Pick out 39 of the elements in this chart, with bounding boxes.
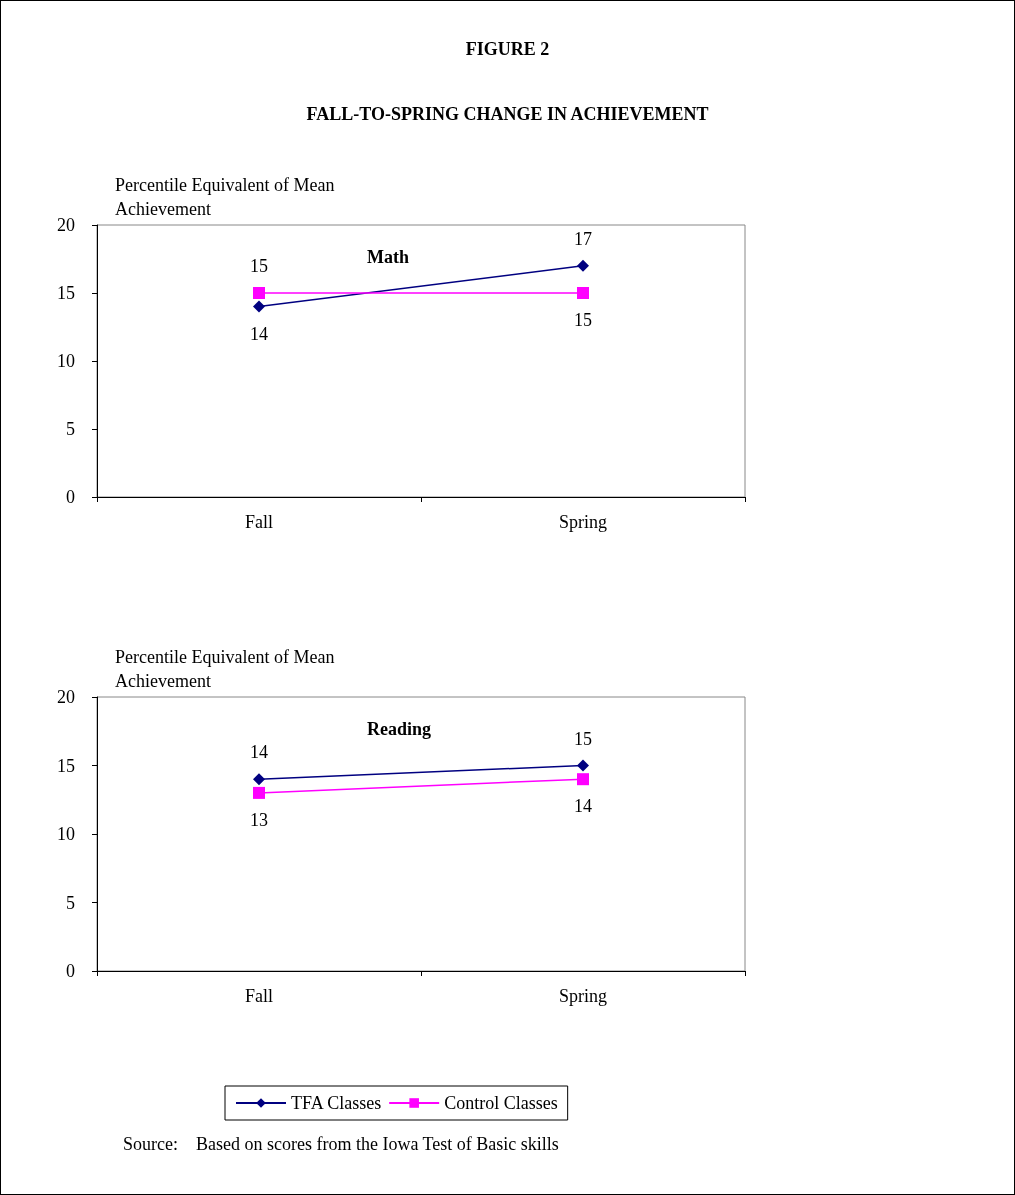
- point: [577, 259, 589, 272]
- text: Reading: [367, 719, 432, 739]
- point: [253, 786, 265, 799]
- y-axis-title: Percentile Equivalent of Mean Achievement: [115, 647, 339, 691]
- data-label: 14: [574, 796, 592, 817]
- x-tick-label: Fall: [244, 986, 274, 1006]
- y-tick-label: 5: [66, 892, 75, 913]
- x-tick-label: Fall: [244, 512, 274, 532]
- point: [577, 759, 589, 772]
- point: [253, 287, 265, 299]
- caption: FIGURE 2: [465, 39, 550, 59]
- source-note: Source: Based on scores from the Iowa Test of Basic skills: [123, 1134, 559, 1154]
- point: [253, 300, 265, 313]
- y-tick-label: 20: [57, 687, 75, 707]
- data-label: 15: [250, 256, 268, 276]
- point: [577, 287, 589, 299]
- legend-label: Control Classes: [444, 1093, 558, 1113]
- point: [577, 773, 589, 786]
- data-label: 14: [250, 323, 268, 344]
- y-tick-label: 5: [66, 419, 75, 439]
- y-tick-label: 0: [66, 961, 75, 981]
- legend-label: TFA Classes: [291, 1093, 382, 1113]
- y-tick-label: 15: [57, 755, 75, 776]
- y-tick-label: 10: [57, 351, 75, 371]
- text: FALL-TO-SPRING CHANGE IN ACHIEVEMENT: [306, 104, 709, 124]
- data-label: 15: [574, 310, 592, 330]
- point: [253, 773, 265, 786]
- y-tick-label: 15: [57, 283, 75, 303]
- data-label: 13: [250, 809, 268, 830]
- data-label: 17: [574, 228, 592, 249]
- text: Math: [367, 247, 409, 267]
- y-tick-label: 0: [66, 487, 75, 507]
- x-tick-label: Spring: [558, 986, 608, 1006]
- x-tick-label: Spring: [558, 512, 608, 532]
- y-tick-label: 10: [57, 824, 75, 844]
- y-tick-label: 20: [57, 215, 75, 235]
- data-label: 14: [250, 742, 268, 763]
- data-label: 15: [574, 728, 592, 749]
- y-axis-title: Percentile Equivalent of Mean Achievement: [115, 175, 339, 219]
